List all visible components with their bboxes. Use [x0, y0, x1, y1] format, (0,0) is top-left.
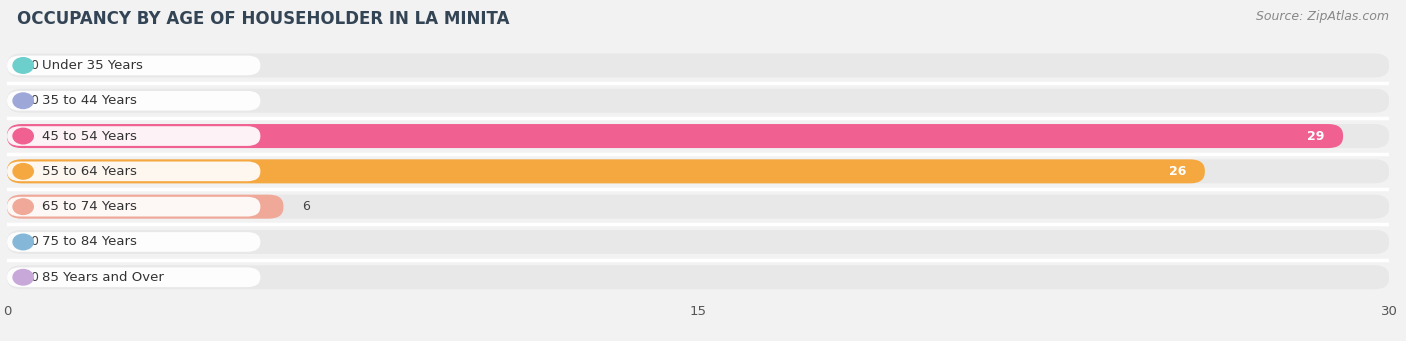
FancyBboxPatch shape	[7, 89, 1389, 113]
Text: Under 35 Years: Under 35 Years	[42, 59, 142, 72]
Text: 65 to 74 Years: 65 to 74 Years	[42, 200, 136, 213]
FancyBboxPatch shape	[7, 267, 260, 287]
Text: 75 to 84 Years: 75 to 84 Years	[42, 235, 136, 249]
Circle shape	[13, 93, 34, 108]
FancyBboxPatch shape	[7, 159, 1205, 183]
Text: 29: 29	[1308, 130, 1324, 143]
Circle shape	[13, 128, 34, 144]
FancyBboxPatch shape	[7, 124, 1343, 148]
FancyBboxPatch shape	[7, 230, 1389, 254]
FancyBboxPatch shape	[7, 195, 284, 219]
Text: 0: 0	[30, 271, 38, 284]
Circle shape	[13, 234, 34, 250]
Circle shape	[13, 164, 34, 179]
FancyBboxPatch shape	[7, 195, 1389, 219]
FancyBboxPatch shape	[7, 162, 260, 181]
Text: OCCUPANCY BY AGE OF HOUSEHOLDER IN LA MINITA: OCCUPANCY BY AGE OF HOUSEHOLDER IN LA MI…	[17, 10, 509, 28]
Text: 85 Years and Over: 85 Years and Over	[42, 271, 163, 284]
FancyBboxPatch shape	[7, 124, 1389, 148]
Text: 26: 26	[1168, 165, 1187, 178]
FancyBboxPatch shape	[7, 159, 1389, 183]
Text: 0: 0	[30, 94, 38, 107]
Text: 55 to 64 Years: 55 to 64 Years	[42, 165, 136, 178]
FancyBboxPatch shape	[7, 91, 260, 110]
Text: 35 to 44 Years: 35 to 44 Years	[42, 94, 136, 107]
Text: 6: 6	[302, 200, 309, 213]
Text: 0: 0	[30, 59, 38, 72]
FancyBboxPatch shape	[7, 265, 1389, 289]
FancyBboxPatch shape	[7, 232, 260, 252]
Text: 45 to 54 Years: 45 to 54 Years	[42, 130, 136, 143]
Text: Source: ZipAtlas.com: Source: ZipAtlas.com	[1256, 10, 1389, 23]
FancyBboxPatch shape	[7, 56, 260, 75]
Circle shape	[13, 58, 34, 73]
Circle shape	[13, 199, 34, 214]
Circle shape	[13, 269, 34, 285]
Text: 0: 0	[30, 235, 38, 249]
FancyBboxPatch shape	[7, 54, 1389, 77]
FancyBboxPatch shape	[7, 126, 260, 146]
FancyBboxPatch shape	[7, 197, 260, 217]
